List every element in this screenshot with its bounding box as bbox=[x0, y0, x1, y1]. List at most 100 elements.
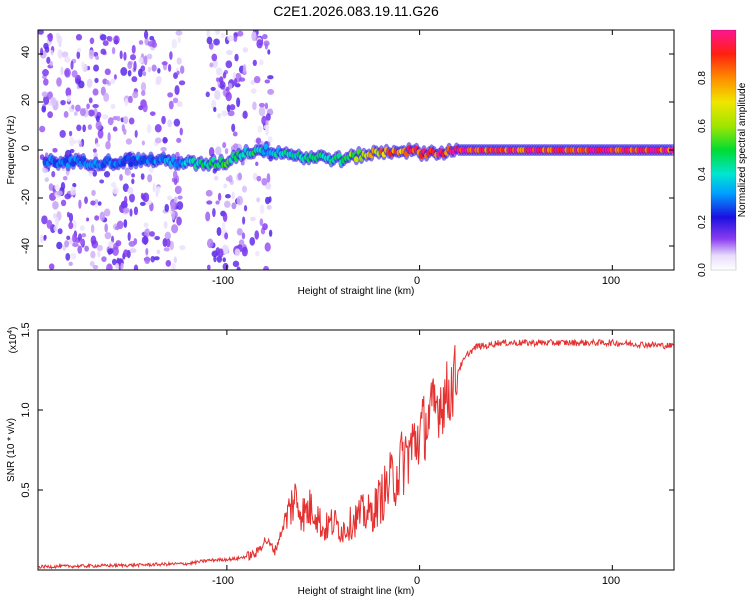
heatmap-noise-cell bbox=[138, 40, 144, 45]
heatmap-noise-cell bbox=[71, 139, 78, 144]
heatmap-noise-cell bbox=[267, 49, 271, 55]
heatmap-noise-cell bbox=[149, 111, 156, 116]
heatmap-noise-cell bbox=[146, 124, 152, 134]
heatmap-noise-cell bbox=[255, 161, 259, 167]
svg-text:(x104): (x104) bbox=[7, 327, 19, 354]
heatmap-noise-cell bbox=[263, 265, 269, 270]
heatmap-noise-cell bbox=[265, 120, 269, 127]
heatmap-noise-cell bbox=[103, 171, 111, 178]
heatmap-noise-cell bbox=[221, 222, 226, 231]
heatmap-noise-cell bbox=[264, 102, 269, 110]
heatmap-noise-cell bbox=[156, 249, 161, 255]
heatmap-noise-cell bbox=[79, 108, 86, 117]
heatmap-noise-cell bbox=[112, 126, 118, 132]
bottom-x-tick-label: -100 bbox=[212, 575, 234, 587]
bottom-x-axis-label: Height of straight line (km) bbox=[298, 586, 415, 597]
top-y-tick-label: 20 bbox=[20, 94, 32, 106]
heatmap-noise-cell bbox=[225, 86, 230, 92]
heatmap-noise-cell bbox=[120, 262, 124, 270]
heatmap-noise-cell bbox=[54, 184, 60, 191]
heatmap-noise-cell bbox=[46, 219, 53, 229]
heatmap-noise-cell bbox=[242, 216, 246, 225]
heatmap-noise-cell bbox=[176, 137, 182, 143]
heatmap-noise-cell bbox=[259, 218, 264, 226]
heatmap-noise-cell bbox=[212, 59, 218, 69]
heatmap-noise-cell bbox=[64, 67, 71, 78]
heatmap-noise-cell bbox=[40, 234, 44, 243]
heatmap-noise-cell bbox=[205, 189, 213, 197]
heatmap-noise-cell bbox=[143, 235, 148, 246]
heatmap-noise-cell bbox=[142, 194, 146, 201]
heatmap-noise-cell bbox=[51, 170, 56, 178]
heatmap-noise-cell bbox=[143, 222, 149, 228]
heatmap-noise-cell bbox=[225, 60, 233, 69]
heatmap-noise-cell bbox=[133, 60, 137, 71]
heatmap-noise-cell bbox=[127, 69, 132, 77]
heatmap-noise-cell bbox=[84, 196, 88, 204]
heatmap-noise-cell bbox=[210, 86, 216, 91]
heatmap-noise-cell bbox=[111, 47, 116, 55]
heatmap-noise-cell bbox=[133, 264, 139, 270]
heatmap-noise-cell bbox=[47, 32, 53, 42]
heatmap-noise-cell bbox=[95, 120, 102, 131]
heatmap-noise-cell bbox=[43, 78, 49, 86]
heatmap-noise-cell bbox=[65, 252, 71, 261]
top-y-tick-label: 40 bbox=[20, 46, 32, 58]
heatmap-noise-cell bbox=[255, 137, 262, 145]
heatmap-noise-cell bbox=[216, 226, 222, 236]
heatmap-noise-cell bbox=[47, 111, 53, 119]
heatmap-noise-cell bbox=[172, 97, 179, 104]
top-y-tick-label: -20 bbox=[20, 189, 32, 205]
scale-label: (x104) bbox=[7, 327, 19, 354]
heatmap-noise-cell bbox=[120, 67, 128, 76]
heatmap-noise-cell bbox=[138, 57, 144, 64]
top-y-tick-label: -40 bbox=[20, 238, 32, 254]
heatmap-noise-cell bbox=[60, 199, 67, 207]
heatmap-noise-cell bbox=[138, 68, 143, 78]
heatmap-noise-cell bbox=[39, 125, 46, 133]
snr-series-line bbox=[38, 337, 674, 570]
heatmap-noise-cell bbox=[224, 200, 231, 208]
heatmap-noise-cell bbox=[146, 53, 153, 60]
bottom-x-tick-label: 100 bbox=[602, 575, 620, 587]
heatmap-noise-cell bbox=[123, 219, 128, 228]
heatmap-noise-cell bbox=[134, 129, 138, 138]
heatmap-noise-cell bbox=[131, 44, 136, 54]
heatmap-noise-cell bbox=[233, 143, 239, 149]
colorbar-gradient bbox=[711, 30, 736, 270]
heatmap-noise-cell bbox=[173, 118, 181, 127]
heatmap-noise-cell bbox=[241, 185, 247, 193]
heatmap-noise-cell bbox=[94, 215, 100, 221]
heatmap-noise-cell bbox=[150, 255, 155, 263]
bottom-y-axis-label: SNR (10 * v/v) bbox=[6, 418, 17, 482]
heatmap-noise-cell bbox=[56, 241, 63, 250]
heatmap-noise-cell bbox=[82, 124, 86, 133]
heatmap-noise-cell bbox=[264, 42, 268, 50]
heatmap-noise-cell bbox=[119, 50, 123, 60]
colorbar-tick-label: 0.8 bbox=[697, 71, 708, 85]
heatmap-noise-cell bbox=[107, 132, 111, 142]
heatmap-noise-cell bbox=[234, 248, 241, 257]
heatmap-noise-cell bbox=[104, 68, 111, 76]
heatmap-noise-cell bbox=[222, 142, 227, 149]
heatmap-noise-cell bbox=[70, 60, 74, 70]
heatmap-noise-cell bbox=[61, 51, 69, 58]
heatmap-noise-cell bbox=[254, 250, 260, 257]
heatmap-noise-cell bbox=[77, 47, 82, 53]
heatmap-noise-cell bbox=[267, 136, 273, 143]
heatmap-noise-cell bbox=[214, 90, 221, 100]
heatmap-noise-cell bbox=[104, 232, 112, 240]
heatmap-noise-cell bbox=[149, 231, 155, 237]
heatmap-noise-cell bbox=[44, 177, 49, 183]
heatmap-noise-cell bbox=[252, 172, 258, 181]
heatmap-noise-cell bbox=[242, 47, 249, 53]
heatmap-noise-cell bbox=[52, 147, 58, 153]
heatmap-noise-cell bbox=[173, 196, 178, 203]
heatmap-noise-cell bbox=[171, 210, 176, 221]
heatmap-noise-cell bbox=[160, 147, 167, 152]
heatmap-noise-cell bbox=[100, 48, 107, 55]
heatmap-noise-cell bbox=[76, 124, 82, 132]
heatmap-noise-cell bbox=[266, 173, 271, 184]
heatmap-noise-cell bbox=[89, 37, 95, 45]
heatmap-noise-cell bbox=[141, 140, 145, 146]
